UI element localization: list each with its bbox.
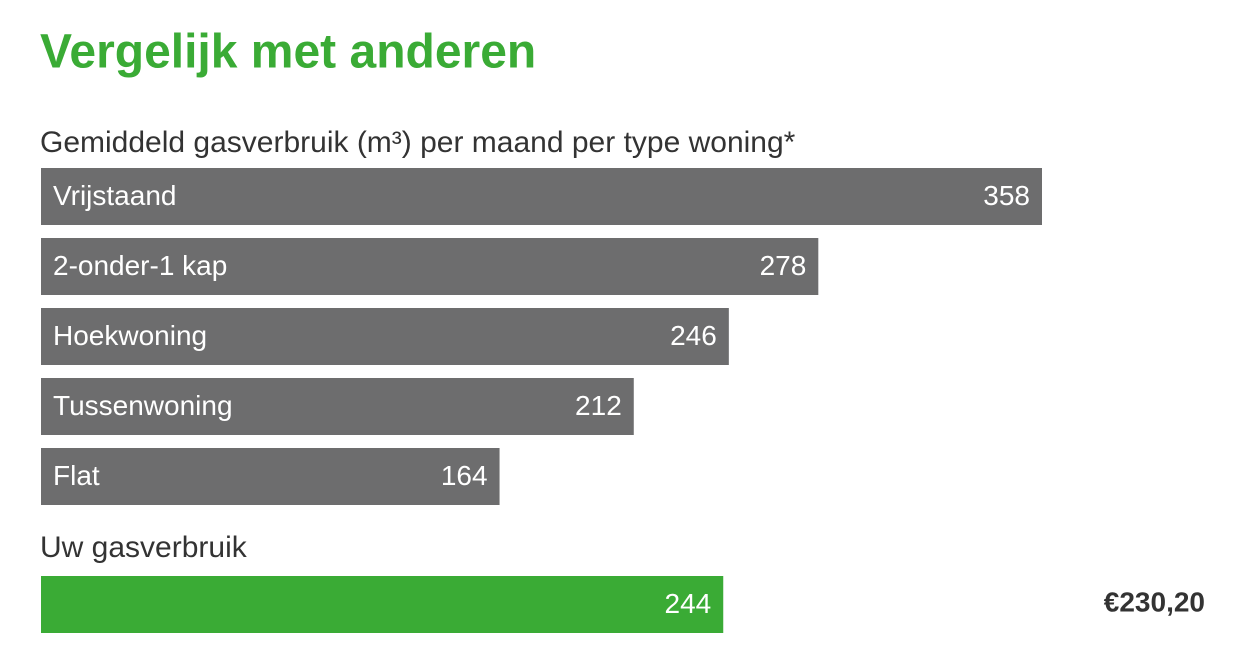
- bar: [41, 378, 634, 435]
- value-label: 244: [665, 588, 712, 619]
- bar: [41, 576, 724, 633]
- value-label: 246: [670, 320, 717, 351]
- bar-label: 2-onder-1 kap: [53, 250, 227, 281]
- bar: [41, 448, 500, 505]
- bar: [41, 308, 729, 365]
- page-title: Vergelijk met anderen: [40, 26, 536, 79]
- bar: [41, 168, 1042, 225]
- annotation: €230,20: [1104, 586, 1205, 617]
- value-label: 278: [760, 250, 807, 281]
- chart-title: Uw gasverbruik: [40, 531, 248, 564]
- bar-label: Hoekwoning: [53, 320, 207, 351]
- value-label: 212: [575, 390, 622, 421]
- value-label: 358: [983, 180, 1030, 211]
- value-label: 164: [441, 460, 488, 491]
- bar: [41, 238, 819, 295]
- bar-label: Tussenwoning: [53, 390, 233, 421]
- bar-label: Flat: [53, 460, 100, 491]
- chart-title: Gemiddeld gasverbruik (m³) per maand per…: [40, 126, 796, 159]
- bar-label: Vrijstaand: [53, 180, 176, 211]
